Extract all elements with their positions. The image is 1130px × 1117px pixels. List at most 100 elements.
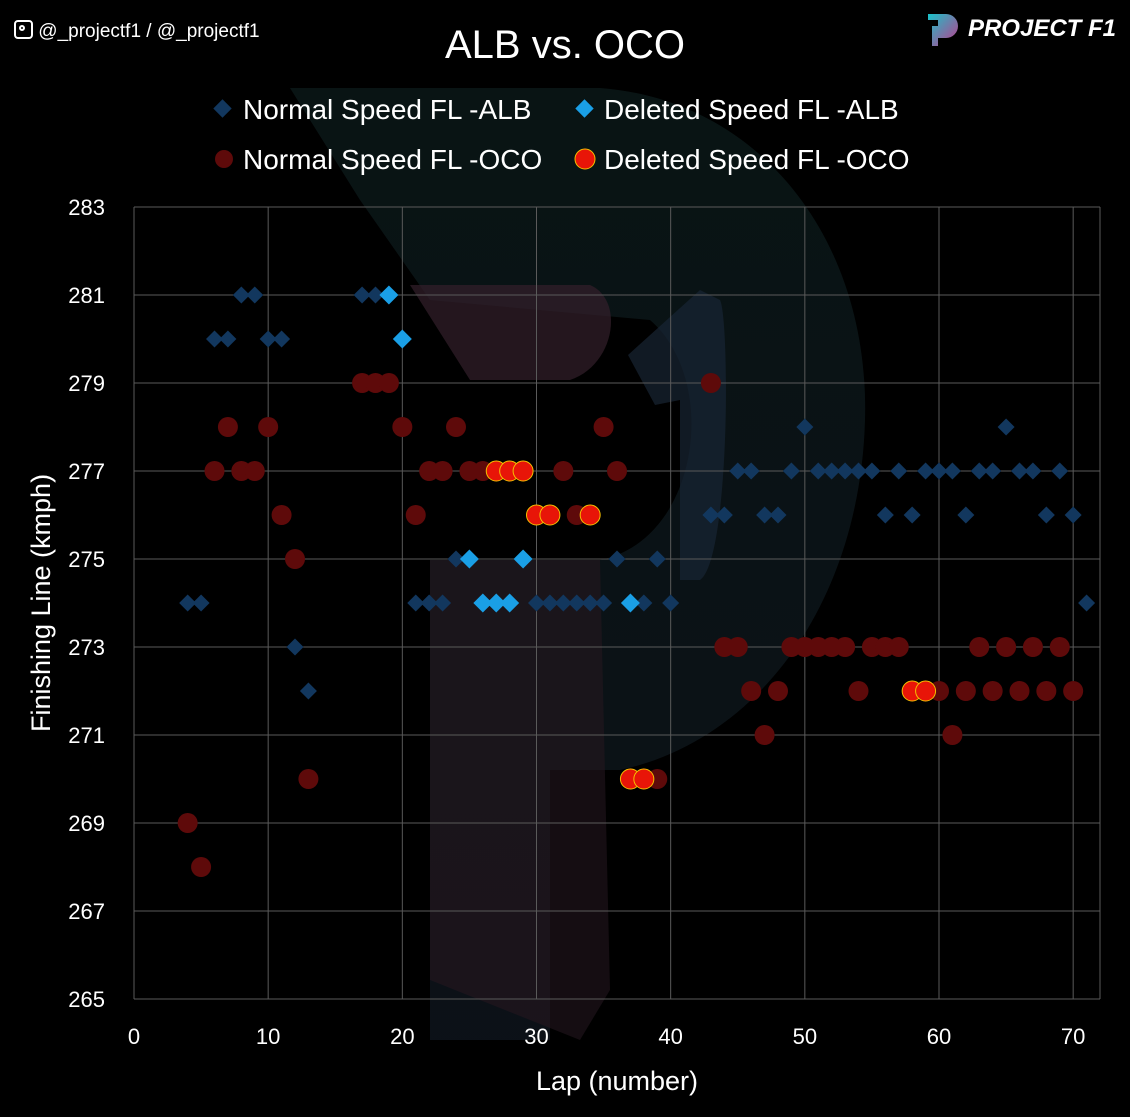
data-point: [969, 637, 990, 657]
data-point: [942, 725, 963, 745]
data-point: [741, 681, 762, 701]
data-point: [192, 594, 210, 612]
data-point: [595, 594, 613, 612]
data-point: [378, 373, 399, 393]
series-deleted-oco: [485, 460, 937, 790]
data-point: [1063, 681, 1084, 701]
data-point: [729, 462, 747, 480]
legend-label-normal-alb: Normal Speed FL -ALB: [243, 94, 531, 125]
legend-marker-deleted-alb: [575, 99, 594, 118]
data-point: [1024, 462, 1042, 480]
data-point: [996, 637, 1017, 657]
data-point: [984, 462, 1002, 480]
legend-label-deleted-oco: Deleted Speed FL -OCO: [604, 144, 910, 175]
watermark-logo: [290, 88, 866, 1040]
brand-logo: PROJECT F1: [924, 10, 1116, 48]
data-point: [554, 594, 572, 612]
data-point: [915, 680, 937, 702]
data-point: [512, 460, 534, 482]
x-tick-label: 60: [927, 1024, 951, 1049]
data-point: [258, 417, 279, 437]
data-point: [970, 462, 988, 480]
legend-marker-normal-alb: [213, 99, 232, 118]
data-point: [271, 505, 292, 525]
data-point: [715, 506, 733, 524]
data-point: [446, 417, 466, 437]
data-point: [917, 462, 935, 480]
data-point: [633, 768, 655, 790]
y-tick-label: 271: [68, 723, 105, 748]
data-point: [407, 594, 425, 612]
data-point: [890, 462, 908, 480]
data-point: [957, 506, 975, 524]
social-handles-text: @_projectf1 / @_projectf1: [38, 21, 260, 42]
data-point: [620, 593, 640, 613]
legend-item-normal-oco: Normal Speed FL -OCO: [215, 144, 542, 175]
data-point: [447, 550, 465, 568]
data-point: [635, 594, 653, 612]
data-point: [486, 593, 506, 613]
x-tick-label: 30: [524, 1024, 548, 1049]
data-point: [553, 461, 574, 481]
data-point: [434, 594, 452, 612]
data-point: [782, 462, 800, 480]
data-point: [392, 329, 412, 349]
data-point: [754, 725, 775, 745]
y-axis-title: Finishing Line (kmph): [26, 474, 56, 732]
instagram-icon: [14, 20, 33, 39]
y-tick-label: 277: [68, 459, 105, 484]
data-point: [768, 681, 788, 701]
data-point: [769, 506, 787, 524]
data-point: [500, 593, 520, 613]
data-point: [835, 637, 856, 657]
data-point: [206, 330, 223, 348]
x-tick-label: 40: [658, 1024, 682, 1049]
legend-item-deleted-oco: Deleted Speed FL -OCO: [574, 144, 910, 175]
data-point: [756, 506, 774, 524]
data-point: [581, 594, 599, 612]
project-f1-logo-icon: [927, 14, 958, 46]
data-point: [903, 506, 921, 524]
data-point: [232, 286, 250, 304]
data-point: [191, 857, 212, 877]
data-point: [379, 285, 399, 305]
data-point: [648, 550, 666, 568]
y-tick-label: 269: [68, 811, 105, 836]
data-point: [367, 286, 384, 304]
data-point: [432, 461, 453, 481]
series-normal-oco: [177, 373, 1084, 877]
data-point: [836, 462, 854, 480]
chart-title: ALB vs. OCO: [445, 23, 685, 67]
y-tick-label: 281: [68, 283, 105, 308]
data-point: [863, 462, 881, 480]
data-point: [286, 638, 304, 656]
data-point: [459, 549, 479, 569]
y-tick-label: 265: [68, 987, 105, 1012]
social-handles: @_projectf1 / @_projectf1: [14, 20, 260, 43]
data-point: [1011, 462, 1028, 480]
data-point: [930, 462, 948, 480]
data-point: [405, 505, 426, 525]
data-point: [392, 417, 413, 437]
data-point: [579, 504, 601, 526]
data-point: [273, 330, 291, 348]
brand-name: PROJECT F1: [967, 15, 1116, 42]
legend-marker-deleted-oco: [574, 148, 596, 170]
data-point: [823, 462, 841, 480]
data-point: [473, 593, 493, 613]
data-point: [217, 417, 238, 437]
x-tick-label: 50: [793, 1024, 817, 1049]
data-point: [179, 594, 197, 612]
data-point: [541, 594, 559, 612]
series-normal-alb: [179, 286, 1096, 700]
x-tick-label: 0: [128, 1024, 140, 1049]
data-point: [420, 594, 438, 612]
data-point: [607, 461, 627, 481]
data-point: [177, 813, 198, 833]
data-point: [742, 462, 760, 480]
data-point: [662, 594, 680, 612]
data-point: [204, 461, 225, 481]
data-point: [259, 330, 277, 348]
x-tick-label: 70: [1061, 1024, 1085, 1049]
data-point: [727, 637, 748, 657]
